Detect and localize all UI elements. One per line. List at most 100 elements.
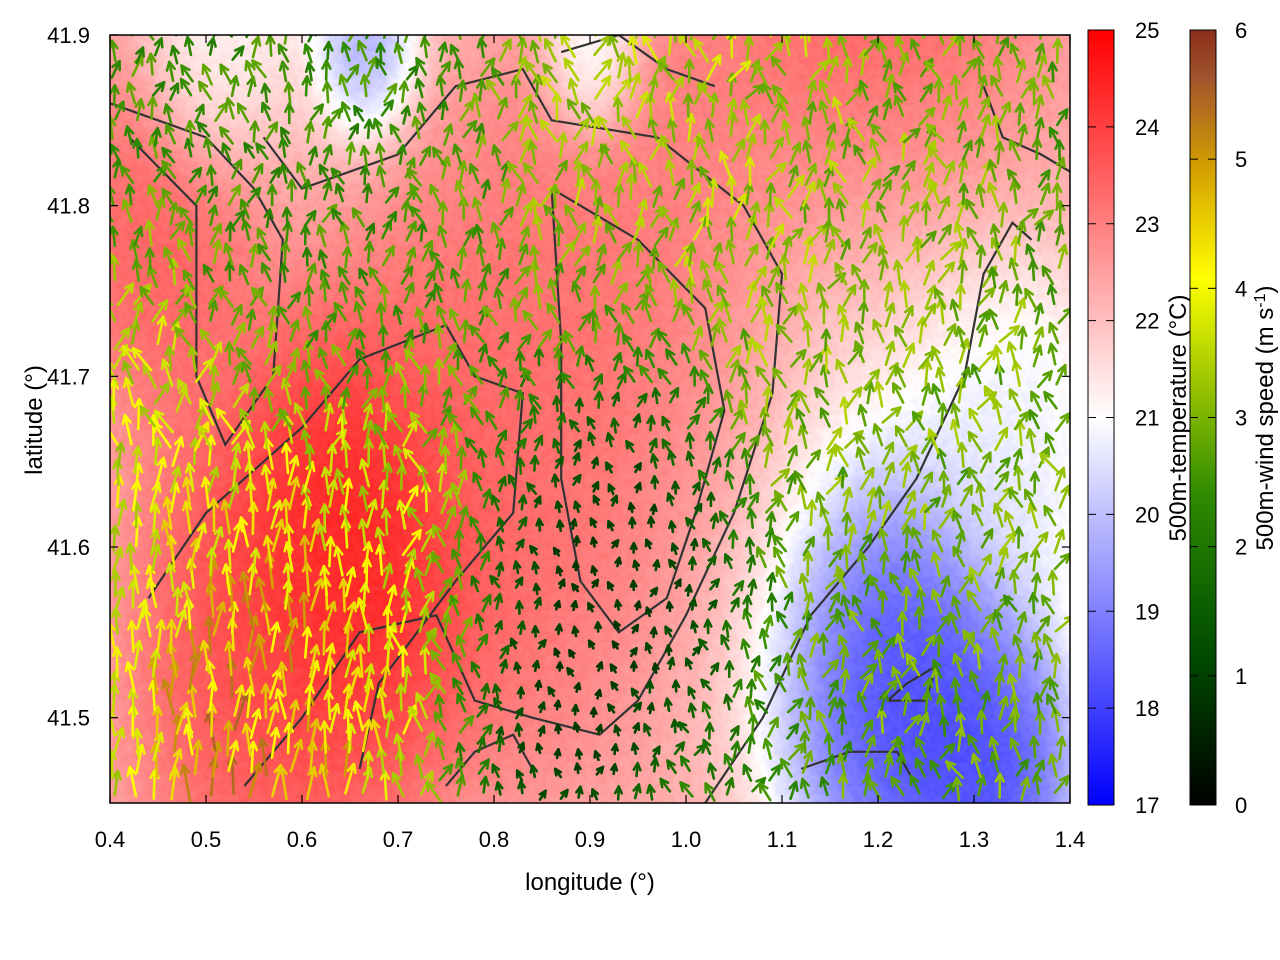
wind-arrow (1033, 302, 1044, 325)
wind-arrow (595, 661, 604, 672)
wind-arrow (945, 760, 965, 780)
wind-arrow (415, 692, 428, 720)
wind-arrow (911, 410, 926, 431)
wind-arrow (571, 625, 580, 638)
wind-arrow (1008, 388, 1022, 412)
wind-arrow (745, 113, 762, 140)
wind-arrow (363, 118, 374, 140)
wind-arrow (708, 406, 725, 424)
wind-arrow (223, 538, 235, 570)
wind-arrow (334, 468, 345, 495)
wind-arrow (705, 430, 716, 451)
wind-arrow (967, 734, 980, 755)
wind-arrow (455, 742, 466, 762)
wind-arrow (237, 516, 250, 548)
wind-arrow (396, 499, 407, 530)
wind-arrow (937, 195, 951, 220)
wind-arrow (882, 679, 898, 699)
wind-arrow (183, 35, 195, 57)
wind-arrow (139, 405, 157, 428)
wind-arrow (177, 378, 192, 405)
wind-arrow (573, 160, 584, 188)
wind-arrow (882, 97, 893, 121)
wind-arrow (724, 660, 735, 678)
wind-arrow (289, 319, 300, 343)
wind-arrow (873, 380, 885, 408)
contour-line (243, 67, 784, 787)
wind-arrow (854, 432, 870, 454)
wind-arrow (257, 737, 268, 778)
wind-arrow (534, 679, 543, 692)
wind-arrow (260, 683, 271, 719)
wind-arrow (1047, 61, 1058, 83)
wind-arrow (403, 328, 414, 349)
wind-arrow (514, 265, 531, 285)
wind-arrow (967, 430, 983, 453)
wind-arrow (319, 720, 330, 754)
wind-arrow (720, 634, 730, 651)
wind-arrow (589, 517, 598, 529)
wind-arrow (261, 464, 272, 495)
wind-arrow (994, 471, 1010, 491)
wind-arrow (404, 348, 422, 371)
wind-arrow (517, 780, 526, 795)
wind-arrow (1036, 615, 1051, 635)
wind-arrow (1048, 753, 1059, 778)
wind-arrow (842, 56, 853, 84)
wind-arrow (497, 367, 508, 388)
wind-arrow (239, 570, 250, 609)
wind-arrow (686, 159, 697, 185)
wind-arrow (389, 123, 402, 143)
wind-arrow (489, 574, 501, 589)
wind-arrow (882, 636, 896, 656)
wind-arrow (634, 291, 650, 311)
wind-arrow (664, 644, 673, 657)
wind-arrow (644, 538, 653, 550)
wind-arrow (657, 60, 675, 81)
wind-arrow (553, 767, 563, 779)
wind-arrow (773, 490, 788, 512)
wind-arrow (594, 688, 603, 700)
wind-arrow (1028, 591, 1039, 615)
wind-arrow (528, 100, 539, 124)
wind-arrow (795, 408, 807, 430)
wind-arrow (966, 226, 980, 248)
wind-arrow (930, 345, 944, 370)
wind-arrow (745, 133, 757, 160)
wind-arrow (413, 753, 425, 780)
wind-arrow (706, 555, 717, 569)
wind-arrow (323, 642, 336, 676)
wind-arrow (472, 196, 483, 221)
wind-arrow (864, 381, 875, 405)
colorbar-tick-label: 24 (1135, 115, 1159, 140)
wind-arrow (362, 541, 374, 574)
wind-arrow (1047, 342, 1058, 366)
wind-arrow (437, 41, 449, 63)
wind-arrow (201, 63, 213, 86)
wind-arrow (393, 444, 406, 470)
wind-arrow (264, 340, 278, 365)
wind-arrow (593, 390, 604, 409)
wind-arrow (978, 553, 992, 577)
wind-arrow (1029, 735, 1040, 759)
wind-arrow (432, 524, 447, 548)
wind-arrow (568, 419, 581, 433)
wind-arrow (474, 122, 485, 144)
wind-arrow (534, 434, 544, 452)
wind-arrow (634, 35, 638, 39)
wind-arrow (841, 544, 852, 570)
wind-arrow (898, 35, 902, 44)
x-tick-label: 1.3 (959, 827, 990, 852)
wind-arrow (980, 113, 991, 139)
wind-arrow (509, 637, 518, 650)
wind-arrow (694, 396, 707, 414)
wind-arrow (1015, 758, 1030, 777)
wind-arrow (952, 776, 963, 802)
wind-arrow (571, 703, 580, 716)
wind-arrow (256, 227, 269, 250)
wind-arrow (920, 200, 932, 226)
wind-arrow (572, 117, 590, 141)
wind-arrow (393, 733, 404, 762)
wind-arrow (553, 348, 565, 371)
wind-arrow (515, 456, 526, 475)
